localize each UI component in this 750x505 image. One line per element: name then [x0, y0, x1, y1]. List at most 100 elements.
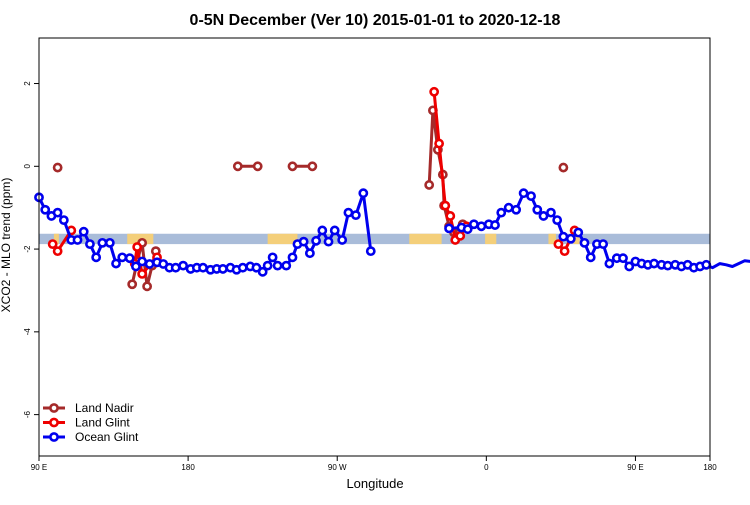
- ocean-glint-point: [565, 233, 576, 244]
- reference-band-highlight-1: [53, 233, 59, 245]
- land-glint-point: [553, 239, 564, 250]
- ocean-glint-point: [40, 204, 51, 215]
- y-tick-label: -4: [23, 328, 32, 336]
- ocean-glint-point: [350, 210, 361, 221]
- ocean-glint-point: [649, 258, 659, 269]
- legend-marker-land-nadir: [49, 403, 59, 413]
- y-tick-label: 0: [23, 164, 32, 169]
- ocean-glint-point: [329, 225, 340, 236]
- legend-label-ocean-glint: Ocean Glint: [75, 430, 139, 444]
- ocean-glint-line-segment: [447, 191, 750, 270]
- ocean-glint-point: [476, 221, 487, 232]
- ocean-glint-point: [573, 227, 584, 238]
- ocean-glint-point: [503, 202, 514, 213]
- ocean-glint-point: [97, 237, 108, 248]
- y-tick-label: 2: [23, 81, 32, 86]
- ocean-glint-point: [272, 260, 283, 271]
- ocean-glint-point: [323, 236, 334, 247]
- land-glint-point: [559, 246, 570, 257]
- y-tick-label: -2: [23, 245, 32, 253]
- land-glint-point: [52, 246, 63, 257]
- x-axis-label: Longitude: [346, 476, 403, 491]
- ocean-glint-point: [144, 259, 155, 269]
- ocean-glint-point: [287, 252, 298, 263]
- land-nadir-point: [424, 180, 435, 190]
- ocean-glint-point: [604, 258, 615, 269]
- ocean-glint-point: [124, 253, 135, 264]
- y-axis-label: XCO2 - MLO trend (ppm): [0, 178, 13, 313]
- x-tick-label: 0: [484, 463, 489, 472]
- ocean-glint-point: [490, 220, 500, 230]
- plot-area: 90 E 180 90 W 0 90 E 180 -6 -4 -2 0 2: [23, 37, 750, 472]
- ocean-glint-point: [281, 260, 292, 271]
- ocean-glint-point: [337, 235, 348, 245]
- ocean-glint-point: [91, 252, 102, 263]
- reference-band-highlight-5: [485, 233, 497, 245]
- legend-marker-land-glint: [49, 417, 59, 428]
- legend-marker-ocean-glint: [49, 432, 59, 442]
- ocean-glint-point: [552, 215, 563, 225]
- ocean-glint-point: [701, 259, 712, 270]
- reference-band-highlight-3: [267, 233, 298, 245]
- ocean-glint-point: [538, 211, 549, 221]
- ocean-glint-point: [52, 207, 63, 218]
- land-glint-point: [455, 230, 466, 241]
- x-tick-label: 90 E: [627, 463, 643, 472]
- ocean-glint-point: [131, 261, 141, 272]
- ocean-glint-point: [526, 191, 536, 201]
- ocean-glint-point: [496, 207, 507, 218]
- ocean-glint-point: [262, 260, 273, 271]
- land-glint-point: [429, 86, 440, 97]
- ocean-glint-point: [518, 188, 529, 199]
- reference-band-highlight-4: [409, 233, 442, 245]
- ocean-glint-point: [546, 207, 556, 218]
- land-nadir-point: [127, 279, 138, 290]
- ocean-glint-point: [304, 248, 315, 259]
- x-tick-label: 180: [703, 463, 717, 472]
- x-tick-label: 90 W: [328, 463, 347, 472]
- ocean-glint-point: [58, 215, 69, 225]
- land-glint-point: [445, 211, 456, 221]
- ocean-glint-point: [624, 261, 635, 272]
- ocean-glint-point: [111, 258, 121, 269]
- ocean-glint-point: [511, 204, 522, 215]
- y-tick-label: -6: [23, 411, 32, 419]
- reference-band-highlight-7: [573, 233, 580, 245]
- ocean-glint-point: [170, 262, 181, 273]
- plot-frame: [38, 37, 711, 457]
- land-glint-point: [137, 269, 148, 279]
- ocean-glint-point: [532, 204, 543, 215]
- ocean-glint-point: [218, 264, 228, 274]
- ocean-glint-point: [358, 188, 369, 199]
- land-nadir-point: [232, 161, 243, 172]
- ocean-glint-point: [343, 207, 354, 218]
- ocean-glint-point: [579, 237, 590, 248]
- x-tick-label: 180: [181, 463, 195, 472]
- land-nadir-point: [307, 161, 318, 172]
- land-nadir-point: [558, 162, 569, 173]
- ocean-glint-point: [311, 235, 321, 246]
- ocean-glint-point: [257, 266, 268, 277]
- ocean-glint-point: [198, 262, 208, 273]
- legend-label-land-nadir: Land Nadir: [75, 401, 134, 415]
- reference-band: [39, 233, 710, 245]
- land-glint-point: [440, 200, 451, 211]
- land-nadir-point: [287, 161, 298, 172]
- land-nadir-point: [52, 162, 63, 173]
- land-nadir-point: [252, 161, 263, 172]
- ocean-glint-point: [598, 239, 609, 250]
- ocean-glint-point: [469, 219, 479, 230]
- legend-label-land-glint: Land Glint: [75, 416, 130, 430]
- land-glint-point: [132, 242, 143, 252]
- ocean-glint-point: [267, 252, 278, 263]
- land-glint-point: [47, 239, 58, 250]
- chart-title: 0-5N December (Ver 10) 2015-01-01 to 202…: [190, 12, 561, 29]
- ocean-glint-point: [618, 253, 628, 264]
- ocean-glint-point: [85, 239, 95, 250]
- ocean-glint-point: [237, 262, 248, 273]
- ocean-glint-point: [178, 260, 189, 271]
- x-tick-label: 90 E: [31, 463, 47, 472]
- ocean-glint-series: [34, 188, 750, 277]
